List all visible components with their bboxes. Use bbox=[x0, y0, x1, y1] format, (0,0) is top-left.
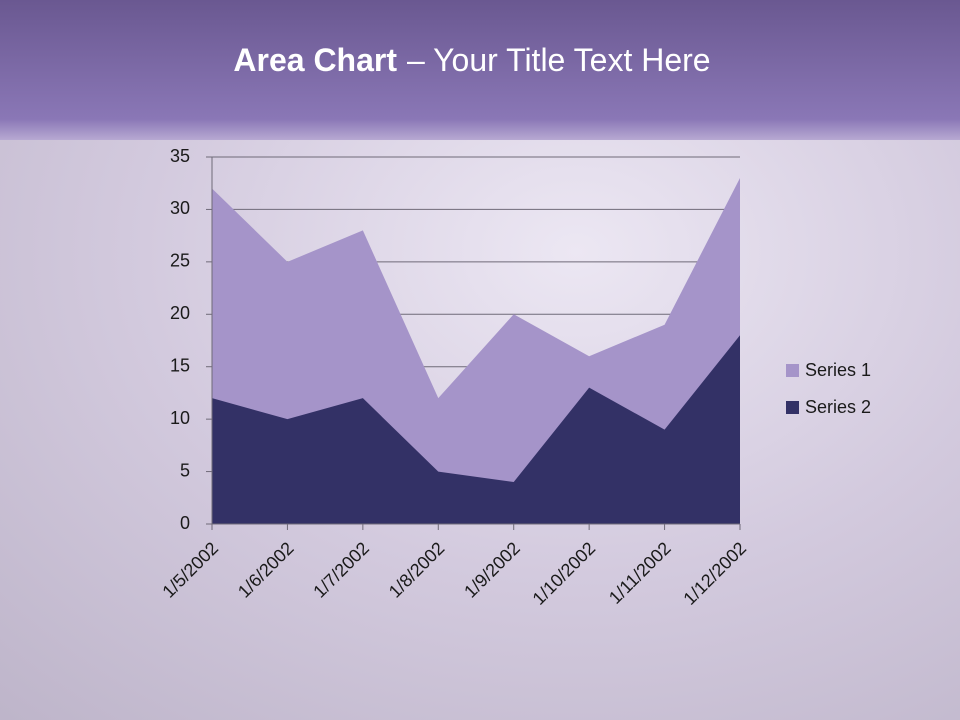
legend-label: Series 2 bbox=[805, 397, 871, 417]
title-rest: – Your Title Text Here bbox=[407, 42, 711, 78]
legend-label: Series 1 bbox=[805, 360, 871, 380]
y-tick-label: 15 bbox=[170, 355, 190, 375]
legend-swatch bbox=[786, 364, 799, 377]
y-tick-label: 25 bbox=[170, 251, 190, 271]
y-tick-label: 5 bbox=[180, 460, 190, 480]
title-bold: Area Chart bbox=[233, 42, 397, 78]
y-tick-label: 20 bbox=[170, 303, 190, 323]
y-tick-label: 0 bbox=[180, 513, 190, 533]
legend-swatch bbox=[786, 401, 799, 414]
y-tick-label: 35 bbox=[170, 146, 190, 166]
y-tick-label: 30 bbox=[170, 198, 190, 218]
slide-title: Area Chart – Your Title Text Here bbox=[233, 42, 710, 78]
y-tick-label: 10 bbox=[170, 408, 190, 428]
header-band bbox=[0, 0, 960, 140]
area bbox=[212, 335, 740, 524]
